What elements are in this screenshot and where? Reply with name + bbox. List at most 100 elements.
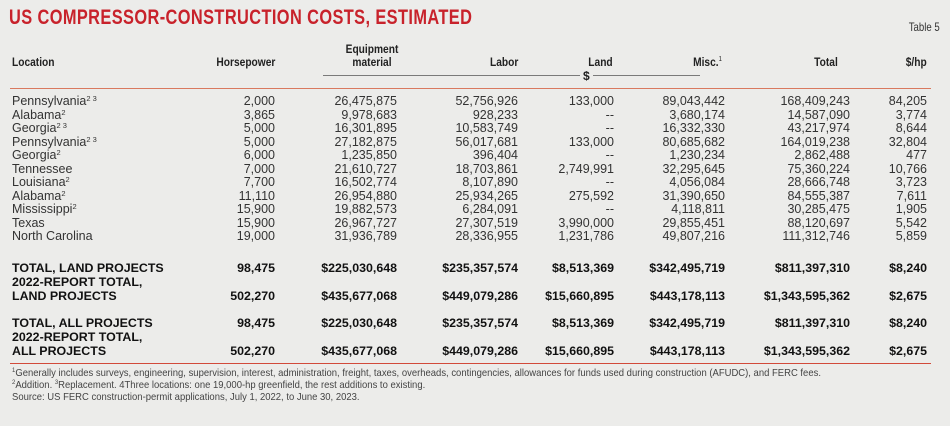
cell-labor: 928,233 xyxy=(472,107,518,122)
cell-land: -- xyxy=(605,121,614,135)
table-row: Louisiana2 7,700 16,502,774 8,107,890 -- 4,05… xyxy=(0,175,950,190)
cell-horsepower: 98,475 xyxy=(237,261,275,275)
cell-per-hp: 5,859 xyxy=(895,229,927,243)
location-footnote: 2 3 xyxy=(56,121,67,130)
cell-total-label: TOTAL, ALL PROJECTS xyxy=(0,316,192,331)
location-footnote: 2 xyxy=(61,188,66,198)
footnote-2: 2Addition. 3Replacement. 4Three location… xyxy=(12,379,821,392)
cell-total: 43,217,974 xyxy=(787,121,850,135)
cell-per-hp: $2,675 xyxy=(889,288,927,303)
cell-location: Mississippi2 xyxy=(0,202,192,217)
cell-total: 88,120,697 xyxy=(787,215,850,230)
cell-per-hp: $2,675 xyxy=(889,343,927,358)
location-footnote: 2 xyxy=(56,148,61,157)
cell-per-hp: 84,205 xyxy=(888,94,927,108)
footnotes: 1Generally includes surveys, engineering… xyxy=(12,367,821,404)
cell-equipment: $225,030,648 xyxy=(321,316,397,330)
location-name: Pennsylvania xyxy=(12,94,87,108)
header-total: Total xyxy=(814,55,838,69)
cell-horsepower: 5,000 xyxy=(243,121,275,135)
location-name: Mississippi xyxy=(12,202,73,216)
header-location: Location xyxy=(12,55,55,69)
cell-per-hp: 3,774 xyxy=(895,107,927,122)
cell-horsepower: 98,475 xyxy=(237,316,275,330)
cell-land: -- xyxy=(605,202,614,216)
cell-equipment: 26,954,880 xyxy=(334,188,397,203)
cell-total-label: 2022-REPORT TOTAL, LAND PROJECTS xyxy=(0,275,192,303)
cell-labor: 28,336,955 xyxy=(455,229,518,243)
cell-land: -- xyxy=(605,175,614,189)
cell-horsepower: 2,000 xyxy=(243,94,275,108)
location-name: North Carolina xyxy=(12,229,93,243)
cell-horsepower: 3,865 xyxy=(243,107,275,122)
location-footnote: 2 xyxy=(65,175,70,184)
cell-misc: 4,056,084 xyxy=(669,175,725,189)
footnote-1: 1Generally includes surveys, engineering… xyxy=(12,367,821,380)
cell-per-hp: 7,611 xyxy=(896,188,927,203)
footnote-mark: 2 xyxy=(12,379,16,386)
header-labor: Labor xyxy=(489,55,518,69)
cell-per-hp: 1,905 xyxy=(895,202,927,216)
cell-equipment: 9,978,683 xyxy=(341,107,397,122)
cell-location: Pennsylvania2 3 xyxy=(0,94,192,109)
cell-total: $1,343,595,362 xyxy=(763,343,850,358)
cell-per-hp: 477 xyxy=(906,148,927,162)
header-equipment-line1: Equipment xyxy=(345,42,399,56)
cell-location: Alabama2 xyxy=(0,188,192,204)
cell-land: 3,990,000 xyxy=(558,215,614,230)
cell-misc: $443,178,113 xyxy=(649,343,725,358)
location-footnote: 2 3 xyxy=(86,134,97,144)
cell-land: -- xyxy=(605,107,614,122)
location-footnote: 2 3 xyxy=(86,94,97,103)
cell-equipment: 16,502,774 xyxy=(334,175,397,189)
table-row: Alabama2 11,110 26,954,880 25,934,265 275,59… xyxy=(0,188,950,204)
cell-misc: 80,685,682 xyxy=(662,134,725,149)
table-row: Pennsylvania2 3 2,000 26,475,875 52,756,926… xyxy=(0,94,950,109)
cell-per-hp: $8,240 xyxy=(889,316,927,330)
cell-horsepower: 6,000 xyxy=(243,148,275,162)
total-row: TOTAL, ALL PROJECTS 98,475 $225,030,648 $23… xyxy=(0,316,950,331)
cell-land: 1,231,786 xyxy=(558,229,614,243)
cell-equipment: 26,475,875 xyxy=(334,94,397,108)
cell-equipment: 16,301,895 xyxy=(334,121,397,135)
table-row: North Carolina 19,000 31,936,789 28,336,955… xyxy=(0,229,950,244)
cell-labor: $449,079,286 xyxy=(442,288,518,303)
total-label-line1: TOTAL, LAND PROJECTS xyxy=(12,261,164,275)
table-row: Mississippi2 15,900 19,882,573 6,284,091 -- 4… xyxy=(0,202,950,217)
cell-misc: 49,807,216 xyxy=(662,229,725,243)
cell-labor: 6,284,091 xyxy=(462,202,518,216)
cell-labor: $449,079,286 xyxy=(442,343,518,358)
footnote-text: Replacement. 4Three locations: one 19,00… xyxy=(58,380,426,391)
header-equipment-material: Equipment material xyxy=(330,43,415,69)
table-row: Texas 15,900 26,967,727 27,307,519 3,990,000… xyxy=(0,215,950,231)
cell-horsepower: 7,700 xyxy=(243,175,275,189)
location-name: Alabama xyxy=(12,107,62,122)
cell-total: $811,397,310 xyxy=(774,261,850,275)
cell-equipment: $435,677,068 xyxy=(321,343,397,358)
table-row: Georgia2 3 5,000 16,301,895 10,583,749 -- 16,… xyxy=(0,121,950,136)
location-name: Alabama xyxy=(12,188,62,203)
cell-horsepower: 15,900 xyxy=(236,202,275,216)
cell-land: $8,513,369 xyxy=(551,316,614,330)
cell-misc: 4,118,811 xyxy=(671,202,725,216)
cell-misc: 16,332,330 xyxy=(662,121,725,135)
cell-total: $811,397,310 xyxy=(774,316,850,330)
location-name: Texas xyxy=(12,215,45,230)
cell-total: 164,019,238 xyxy=(780,134,850,149)
cell-equipment: 1,235,850 xyxy=(341,148,397,162)
cell-total: $1,343,595,362 xyxy=(763,288,850,303)
total-label-line1: TOTAL, ALL PROJECTS xyxy=(12,316,153,330)
header-misc: Misc.1 xyxy=(693,56,722,69)
total-label-line1: 2022-REPORT TOTAL, xyxy=(12,330,143,344)
total-row: 2022-REPORT TOTAL, LAND PROJECTS 502,270 $4… xyxy=(0,275,950,303)
cell-labor: $235,357,574 xyxy=(442,261,518,275)
cell-misc: 1,230,234 xyxy=(669,148,725,162)
table-row: Georgia2 6,000 1,235,850 396,404 -- 1,230,234… xyxy=(0,148,950,163)
cell-misc: 29,855,451 xyxy=(662,215,725,230)
cell-labor: 8,107,890 xyxy=(462,175,518,189)
cell-total: 28,666,748 xyxy=(787,175,850,189)
cell-location: Georgia2 xyxy=(0,148,192,163)
cell-horsepower: 11,110 xyxy=(238,188,275,203)
cell-equipment: 21,610,727 xyxy=(334,161,397,176)
table-row: Tennessee 7,000 21,610,727 18,703,861 2,749,… xyxy=(0,161,950,177)
